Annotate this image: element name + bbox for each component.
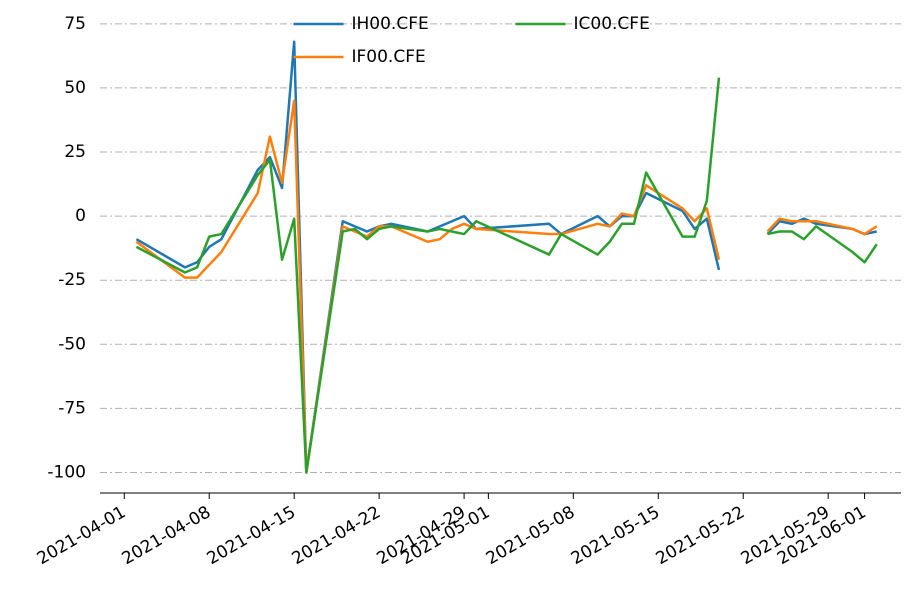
series-line [766, 217, 878, 236]
y-tick-label: 25 [64, 142, 86, 162]
y-tick-label: -75 [58, 398, 86, 418]
x-tick-label: 2021-05-08 [483, 502, 579, 569]
x-tick-label: 2021-04-15 [204, 502, 300, 569]
y-tick-label: -50 [58, 334, 86, 354]
x-tick-label: 2021-05-22 [653, 502, 749, 569]
y-tick-label: 0 [75, 206, 86, 226]
x-tick-label: 2021-04-01 [34, 502, 130, 569]
legend-label: IF00.CFE [352, 47, 426, 67]
y-tick-label: 75 [64, 14, 86, 34]
series-line [135, 99, 721, 474]
y-tick-label: 50 [64, 78, 86, 98]
legend-label: IC00.CFE [574, 14, 650, 34]
y-tick-label: -25 [58, 270, 86, 290]
legend-label: IH00.CFE [352, 14, 429, 34]
series-line [135, 40, 721, 474]
x-tick-label: 2021-04-08 [119, 502, 215, 569]
x-tick-label: 2021-05-15 [568, 502, 664, 569]
x-tick-label: 2021-04-22 [289, 502, 385, 569]
series-line [135, 77, 721, 474]
series-line [767, 225, 878, 264]
y-tick-label: -100 [47, 462, 86, 482]
